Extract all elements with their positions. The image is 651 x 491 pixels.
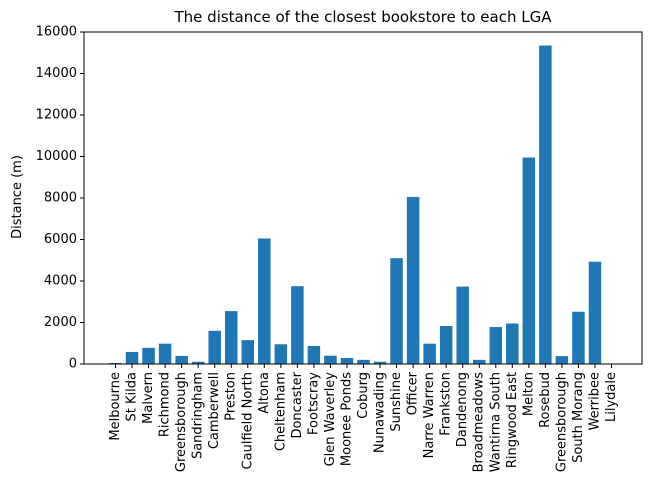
x-tick-label: Caulfield North (240, 372, 255, 469)
x-tick-label: Sandringham (191, 372, 206, 459)
bar (357, 359, 370, 364)
x-tick-label: Richmond (158, 372, 173, 437)
y-tick-label: 14000 (36, 66, 77, 81)
y-axis-label: Distance (m) (10, 155, 25, 239)
x-tick-label: Greensborough (554, 372, 569, 472)
x-tick-label: Melton (521, 372, 536, 416)
x-tick-label: Sunshine (389, 372, 404, 432)
bars-group (109, 45, 602, 365)
bar (555, 356, 569, 364)
bar (175, 355, 188, 364)
x-tick-label: Officer (406, 371, 421, 415)
x-tick-label: Greensborough (174, 372, 189, 472)
x-tick-label: Glen Waverley (323, 372, 338, 467)
x-tick-label: Lilydale (604, 372, 619, 422)
bar (142, 347, 155, 364)
bar (324, 355, 337, 364)
bar (158, 343, 172, 364)
y-tick-label: 4000 (44, 274, 77, 289)
bar (191, 361, 205, 364)
x-tick-label: Altona (257, 372, 272, 414)
bar (390, 258, 403, 364)
plot-frame (83, 31, 643, 365)
bar (456, 286, 469, 364)
bar (307, 345, 321, 364)
chart-title: The distance of the closest bookstore to… (174, 8, 553, 26)
x-tick-label: Dandenong (455, 372, 470, 447)
x-tick-label: Moonee Ponds (339, 372, 354, 466)
y-tick-label: 8000 (44, 191, 77, 206)
x-tick-label: Frankston (439, 372, 454, 436)
bar (472, 359, 486, 364)
x-tick-label: Rosebud (538, 372, 553, 428)
bar (109, 362, 122, 364)
x-tick-label: Ringwood East (505, 372, 520, 468)
bar (522, 157, 536, 364)
bar (274, 344, 288, 364)
x-tick-label: Footscray (306, 372, 321, 435)
bar (241, 340, 255, 364)
x-axis: Melbourne St Kilda Malvern Richmond Greensbo… (108, 364, 619, 472)
x-tick-label: Narre Warren (422, 372, 437, 458)
y-tick-label: 6000 (44, 232, 77, 247)
x-tick-label: Coburg (356, 372, 371, 419)
bar (258, 238, 271, 364)
x-tick-label: Nunawading (373, 372, 388, 453)
x-tick-label: Cheltenham (273, 372, 288, 451)
bar (423, 343, 436, 364)
bar (572, 311, 585, 364)
bar (439, 326, 453, 364)
bar (539, 45, 552, 365)
x-tick-label: Doncaster (290, 371, 305, 438)
bar (291, 286, 304, 364)
y-tick-label: 0 (69, 357, 77, 372)
bar (373, 361, 387, 364)
x-tick-label: Broadmeadows (472, 372, 487, 473)
x-tick-label: Camberwell (207, 372, 222, 449)
bar (489, 327, 503, 364)
x-tick-label: South Morang (571, 372, 586, 463)
bar (208, 330, 221, 364)
y-tick-label: 10000 (36, 149, 77, 164)
y-tick-label: 16000 (36, 25, 77, 40)
y-tick-label: 12000 (36, 108, 77, 123)
bar (406, 196, 420, 364)
bar (125, 351, 139, 364)
x-tick-label: Melbourne (108, 372, 123, 441)
bar (224, 311, 238, 364)
bar (588, 261, 602, 364)
y-tick-label: 2000 (44, 315, 77, 330)
x-tick-label: Malvern (141, 372, 156, 424)
bar (506, 323, 519, 364)
x-tick-label: Preston (224, 372, 239, 421)
x-tick-label: St Kilda (125, 372, 140, 421)
bar (340, 357, 354, 364)
x-tick-label: Werribee (587, 372, 602, 430)
y-axis: 0 2000 4000 6000 8000 10000 12000 14000 16000 (36, 25, 84, 372)
x-tick-label: Wantirna South (488, 372, 503, 472)
